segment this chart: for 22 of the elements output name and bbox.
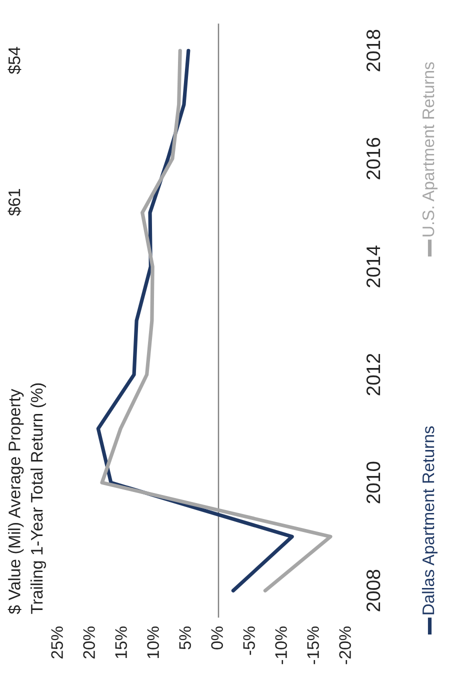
text: $ Value (Mil) Average Property [8,388,24,614]
x-tick-label: 15% [115,626,127,658]
x-tick-label: 0% [211,626,223,650]
y-tick-label: 2010 [366,462,380,504]
x-tick-label: 10% [147,626,159,658]
y-tick-label: 2008 [366,570,380,612]
y-tick-label: 2014 [366,246,380,288]
y-tick-label: 2012 [366,354,380,396]
x-tick-label: 5% [179,626,191,650]
x-tick-label: 20% [83,626,95,658]
text: U.S. Apartment Returns [422,62,438,236]
y-tick-label: 2016 [366,138,380,180]
text: $54 [8,46,22,74]
text: $61 [8,189,22,216]
x-tick-label: -20% [339,626,351,664]
x-tick-label: -5% [243,626,255,655]
x-tick-label: -15% [307,626,319,664]
x-tick-label: -10% [275,626,287,664]
text: Dallas Apartment Returns [422,426,438,614]
text: Trailing 1-Year Total Return (%) [30,383,46,614]
y-tick-label: 2018 [366,30,380,72]
x-tick-label: 25% [51,626,63,658]
